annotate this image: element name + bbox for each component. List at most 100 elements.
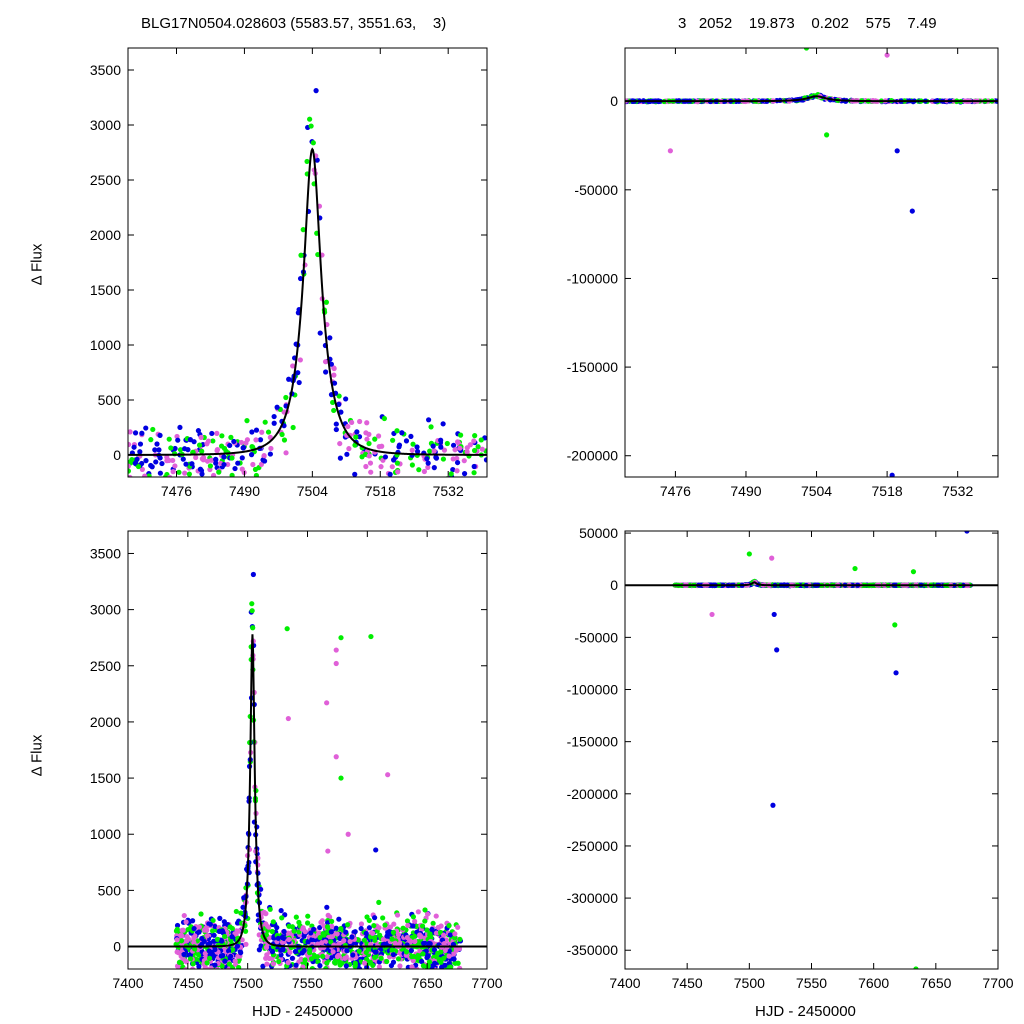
data-point <box>363 430 369 436</box>
x-tick-label: 7532 <box>942 483 973 499</box>
data-point <box>219 928 225 934</box>
data-point <box>195 482 200 487</box>
data-point <box>266 977 271 982</box>
data-point <box>344 451 350 457</box>
x-tick-label: 7700 <box>471 975 502 991</box>
data-point <box>366 453 372 459</box>
data-point <box>397 982 402 987</box>
data-point <box>455 975 460 980</box>
data-point <box>155 491 160 496</box>
bottom-right-frame <box>624 530 999 970</box>
data-point <box>337 962 343 968</box>
data-point <box>452 447 458 453</box>
data-point <box>228 434 234 440</box>
data-point <box>424 911 431 917</box>
data-point <box>395 956 402 962</box>
data-point <box>333 426 339 433</box>
data-point <box>174 949 180 955</box>
data-point <box>415 909 421 915</box>
data-point <box>268 445 274 452</box>
data-point <box>380 915 386 921</box>
y-tick-label: -350000 <box>567 942 619 958</box>
top-left-panel: 7476 7490 7504 7518 7532 0 500 1000 1500 2000 2500… <box>90 47 488 499</box>
data-point <box>425 460 431 466</box>
data-point <box>478 437 484 443</box>
data-point <box>438 949 444 955</box>
y-tick-label: 2500 <box>90 658 121 674</box>
data-point <box>142 473 148 477</box>
data-point <box>196 929 202 935</box>
data-point <box>376 925 382 931</box>
data-point <box>390 951 397 958</box>
data-point <box>231 438 237 445</box>
data-point <box>461 458 467 464</box>
data-point <box>217 915 223 921</box>
data-point <box>225 970 230 975</box>
data-point <box>403 949 410 955</box>
data-point <box>336 393 342 399</box>
data-point <box>221 461 227 468</box>
data-point <box>328 939 334 945</box>
data-point <box>454 459 461 466</box>
data-point <box>273 972 278 977</box>
data-point <box>226 961 232 967</box>
data-point <box>190 918 196 924</box>
data-point <box>419 958 425 965</box>
data-point <box>293 914 299 920</box>
data-point <box>211 932 217 938</box>
data-point <box>180 927 186 933</box>
data-point <box>293 962 299 968</box>
data-point <box>409 954 415 960</box>
data-point <box>283 450 289 456</box>
data-point <box>304 158 310 165</box>
data-point <box>250 625 256 631</box>
data-point <box>132 430 139 436</box>
data-point <box>234 943 241 949</box>
data-point <box>403 972 408 977</box>
data-point <box>208 457 215 463</box>
data-point <box>392 971 397 976</box>
data-point <box>414 444 420 450</box>
outlier-point <box>345 831 351 837</box>
data-point <box>229 925 235 932</box>
bottom-left-y-axis-label: Δ Flux <box>28 734 46 777</box>
y-tick-label: -250000 <box>567 838 619 854</box>
data-point <box>345 423 351 430</box>
y-tick-label: 0 <box>610 577 618 593</box>
outlier-point <box>894 148 900 154</box>
data-point <box>204 933 210 939</box>
data-point <box>440 456 447 462</box>
data-point <box>298 252 304 258</box>
data-point <box>322 359 329 365</box>
data-point <box>361 937 367 943</box>
data-point <box>334 931 340 937</box>
data-point <box>269 928 275 935</box>
data-point <box>452 935 458 941</box>
data-point <box>450 467 456 473</box>
data-point <box>300 925 306 931</box>
data-point <box>264 961 270 967</box>
data-point <box>259 910 265 916</box>
data-point <box>302 929 308 935</box>
data-point <box>380 936 387 943</box>
data-point <box>143 458 149 464</box>
data-point <box>370 930 376 936</box>
x-tick-label: 7490 <box>730 483 761 499</box>
data-point <box>283 394 289 401</box>
data-point <box>281 928 287 935</box>
data-point <box>249 429 255 435</box>
data-point <box>331 407 337 414</box>
data-point <box>447 932 453 938</box>
data-point <box>270 919 276 925</box>
data-point <box>240 904 246 910</box>
data-point <box>154 441 160 447</box>
data-point <box>210 972 215 977</box>
outlier-point <box>889 472 895 477</box>
data-point <box>225 461 231 468</box>
data-point <box>209 430 215 437</box>
data-point <box>181 951 187 958</box>
data-point <box>137 441 144 447</box>
data-point <box>343 396 349 402</box>
data-point <box>296 379 302 386</box>
data-point <box>159 460 165 467</box>
